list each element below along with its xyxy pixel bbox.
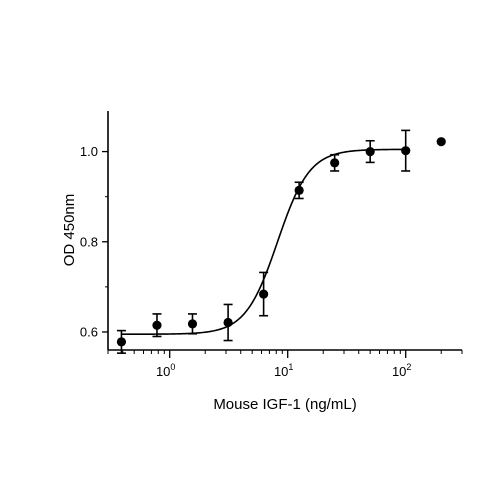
x-tick-label: 100 (156, 362, 175, 379)
fit-curve-layer (121, 148, 409, 336)
data-point (436, 137, 446, 147)
data-point (365, 146, 375, 157)
x-axis: 100 101 102 (107, 349, 463, 379)
data-point (223, 317, 233, 328)
y-axis: 0.6 0.8 1.0 (80, 111, 109, 350)
y-axis-title: OD 450nm (61, 194, 78, 267)
data-point (330, 158, 340, 168)
data-point (401, 146, 411, 156)
data-point-layer (116, 137, 446, 347)
y-tick-label: 0.8 (80, 234, 98, 249)
fit-curve (121, 148, 409, 336)
x-axis-title: Mouse IGF-1 (ng/mL) (213, 396, 356, 413)
x-tick-label: 102 (392, 362, 411, 379)
y-tick-label: 1.0 (80, 144, 98, 159)
data-point (187, 319, 198, 329)
data-point (259, 289, 269, 299)
y-tick-label: 0.6 (80, 324, 98, 339)
data-point (152, 320, 162, 330)
data-point (116, 337, 127, 347)
x-tick-label: 101 (274, 362, 293, 379)
error-bar-layer (116, 129, 411, 354)
data-point (294, 185, 304, 195)
